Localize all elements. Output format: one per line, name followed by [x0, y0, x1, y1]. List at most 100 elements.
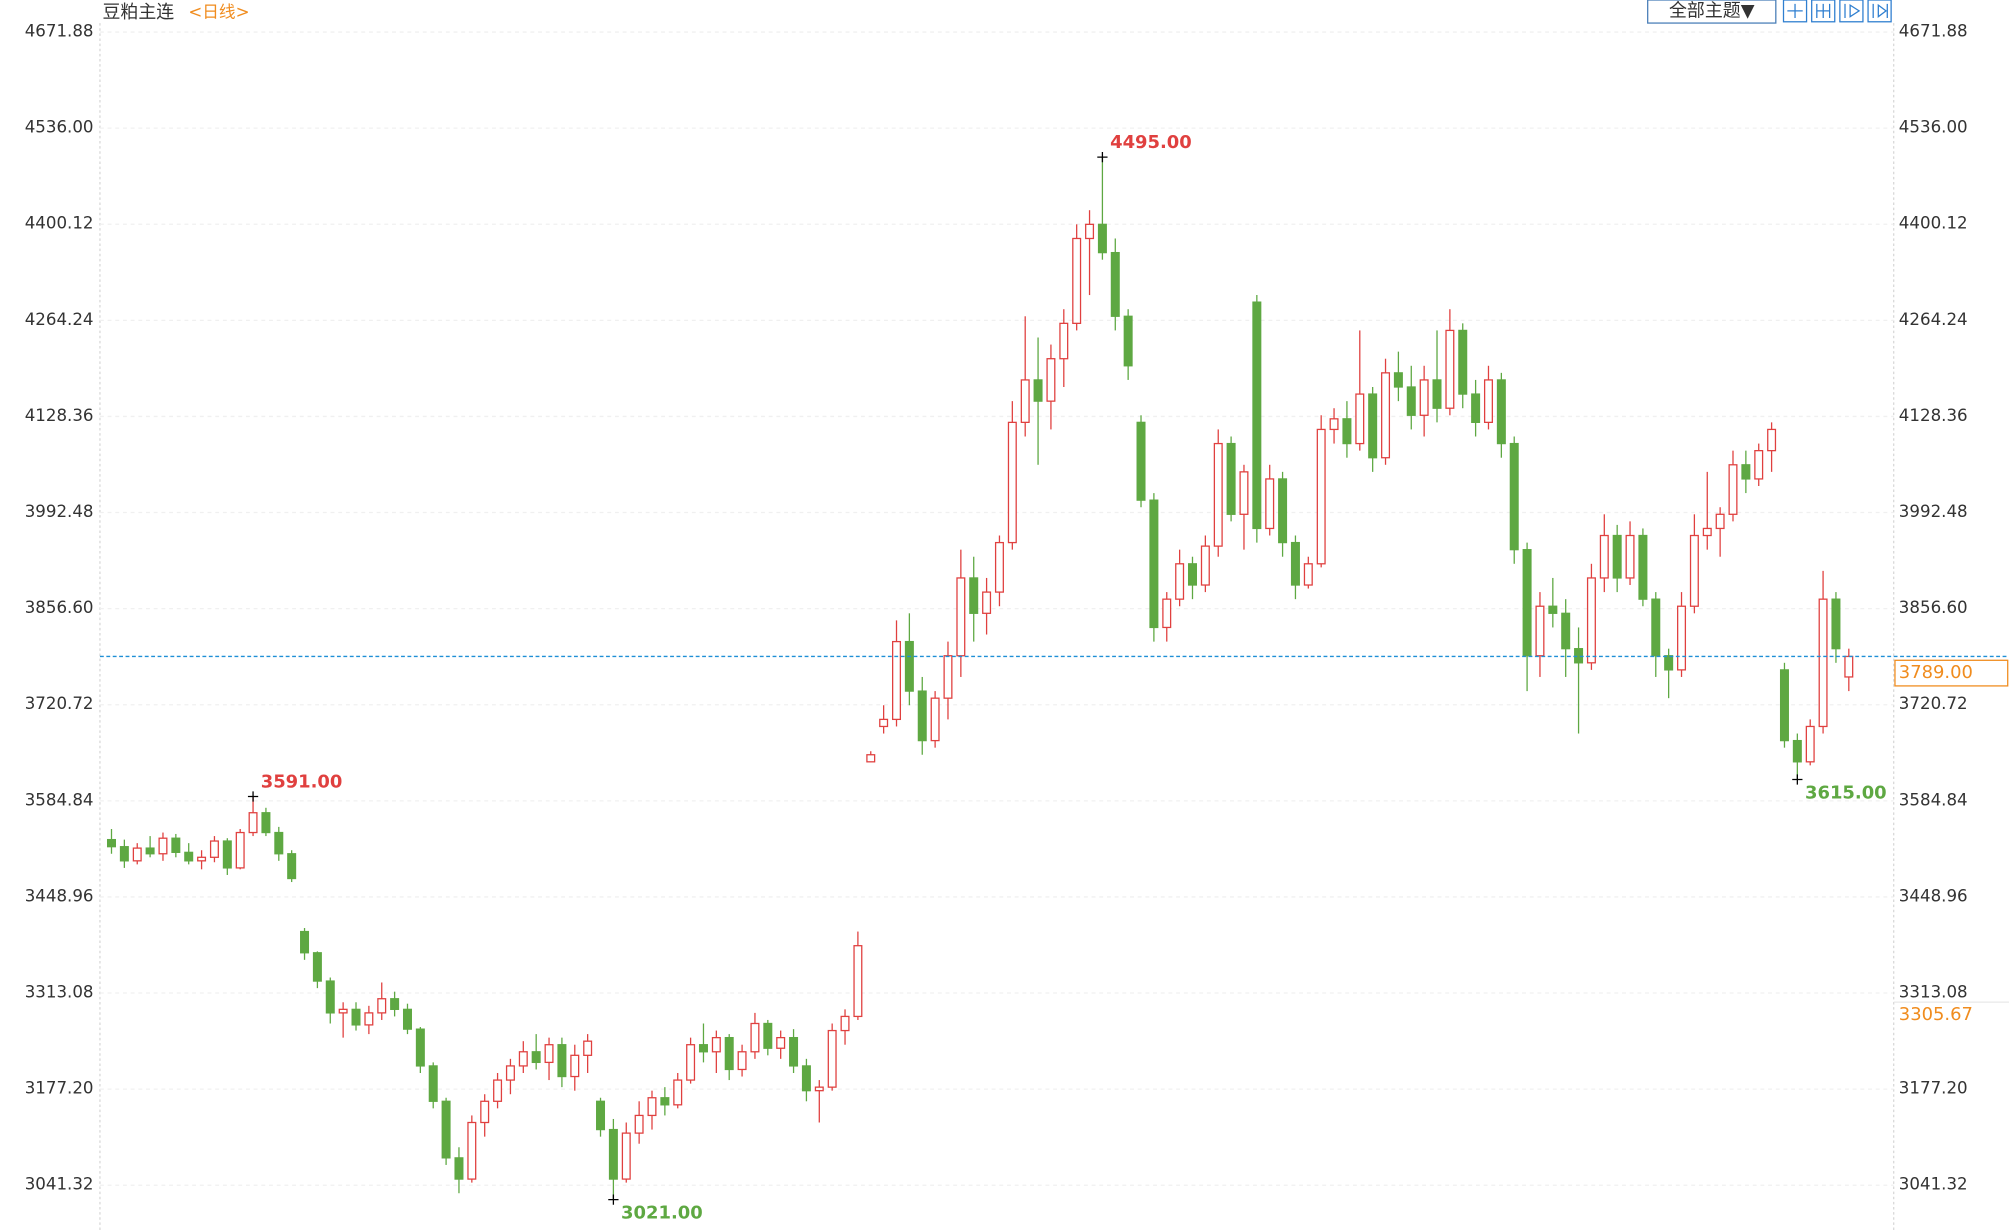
- candle-body: [1072, 237, 1082, 324]
- candle-body: [1265, 478, 1275, 530]
- candle-body: [1702, 527, 1712, 537]
- theme-button-label[interactable]: 全部主题▼: [1669, 1, 1755, 22]
- icon: [1787, 3, 1803, 18]
- price-label-box: [1894, 659, 2009, 687]
- candle-body: [184, 851, 194, 862]
- candle-body: [1342, 418, 1352, 445]
- toolbar: 全部主题▼: [1647, 0, 1892, 24]
- candle-body: [1316, 428, 1326, 565]
- candle-body: [608, 1128, 618, 1180]
- candle-body: [969, 577, 979, 614]
- candle-body: [132, 847, 142, 862]
- candle-body: [415, 1028, 425, 1067]
- y2-tick-label: 3992.48: [1899, 502, 1968, 521]
- candle-body: [1561, 612, 1571, 650]
- y-tick-label: 4128.36: [25, 406, 94, 425]
- candle-body: [402, 1008, 412, 1030]
- y2-tick-label: 3177.20: [1899, 1079, 1968, 1098]
- candle-body: [1406, 386, 1416, 416]
- candle-body: [1085, 223, 1095, 240]
- y2-tick-label: 4128.36: [1899, 406, 1968, 425]
- candle-body: [544, 1044, 554, 1064]
- candle-body: [1767, 428, 1777, 452]
- y-tick-label: 3313.08: [25, 983, 94, 1002]
- y-tick-label: 3856.60: [25, 598, 94, 617]
- candle-body: [789, 1036, 799, 1067]
- candle-body: [801, 1065, 811, 1092]
- candle-body: [1445, 329, 1455, 409]
- candle-body: [1612, 534, 1622, 579]
- candle-body: [351, 1008, 361, 1026]
- candle-body: [1586, 577, 1596, 664]
- candle-body: [750, 1022, 760, 1053]
- candle-body: [557, 1044, 567, 1078]
- candle-body: [248, 812, 258, 834]
- candle-body: [454, 1157, 464, 1180]
- candle-body: [1007, 421, 1017, 544]
- candle-body: [853, 945, 863, 1018]
- candle-body: [119, 846, 129, 862]
- candle-body: [660, 1097, 670, 1106]
- theme-button[interactable]: [1647, 0, 1777, 24]
- candle-body: [1381, 372, 1391, 459]
- candle-body: [814, 1086, 824, 1092]
- chart-subtitle[interactable]: <日线>: [188, 2, 249, 21]
- candle-body: [1548, 605, 1558, 614]
- candle-body: [390, 998, 400, 1010]
- candle-body: [827, 1029, 837, 1088]
- annotation-label: 3615.00: [1805, 783, 1887, 804]
- candle-body: [312, 952, 322, 982]
- chart-title: 豆粕主连: [103, 2, 175, 23]
- candle-body: [1187, 563, 1197, 586]
- candle-body: [1355, 393, 1365, 445]
- candle-body: [1805, 725, 1815, 763]
- candle-body: [866, 754, 876, 763]
- y-tick-label: 4264.24: [25, 310, 94, 329]
- candle-body: [1213, 442, 1223, 547]
- candle-body: [261, 812, 271, 834]
- candle-body: [686, 1044, 696, 1081]
- candle-body: [222, 840, 232, 869]
- y-tick-label: 3992.48: [25, 502, 94, 521]
- candle-body: [1599, 534, 1609, 579]
- candle-body: [994, 541, 1004, 593]
- candle-body: [1239, 471, 1249, 515]
- annotation-marker: [608, 1194, 619, 1205]
- y-tick-label: 3448.96: [25, 886, 94, 905]
- candle-body: [158, 837, 168, 855]
- candle-body: [493, 1079, 503, 1102]
- candle-body: [1136, 421, 1146, 501]
- candle-body: [1252, 301, 1262, 530]
- candle-body: [300, 930, 310, 954]
- y2-tick-label: 4264.24: [1899, 310, 1968, 329]
- candle-body: [1715, 513, 1725, 530]
- candle-body: [1792, 739, 1802, 763]
- candle-body: [1097, 223, 1107, 254]
- candle-body: [518, 1051, 528, 1067]
- candle-body: [1226, 442, 1236, 515]
- candle-body: [325, 980, 335, 1014]
- candle-body: [583, 1040, 593, 1056]
- candle-body: [724, 1036, 734, 1071]
- candle-body: [673, 1079, 683, 1106]
- candle-body: [943, 655, 953, 699]
- candle-body: [776, 1036, 786, 1049]
- icon: [1872, 3, 1888, 18]
- annotation-marker: [247, 791, 259, 802]
- candle-body: [1728, 464, 1738, 515]
- candle-body: [364, 1012, 374, 1026]
- candle-body: [647, 1097, 657, 1117]
- candle-body: [570, 1054, 580, 1078]
- candle-body: [480, 1100, 490, 1124]
- candle-body: [441, 1100, 451, 1159]
- y2-tick-label: 3041.32: [1899, 1175, 1968, 1194]
- candle-body: [274, 831, 284, 855]
- candle-body: [956, 577, 966, 657]
- candle-body: [1831, 598, 1841, 650]
- candle-body: [1278, 478, 1288, 544]
- price-label: 3789.00: [1899, 662, 1973, 683]
- candle-body: [698, 1044, 708, 1053]
- candle-body: [1033, 379, 1043, 402]
- candle-body: [505, 1065, 515, 1081]
- candle-body: [338, 1008, 348, 1014]
